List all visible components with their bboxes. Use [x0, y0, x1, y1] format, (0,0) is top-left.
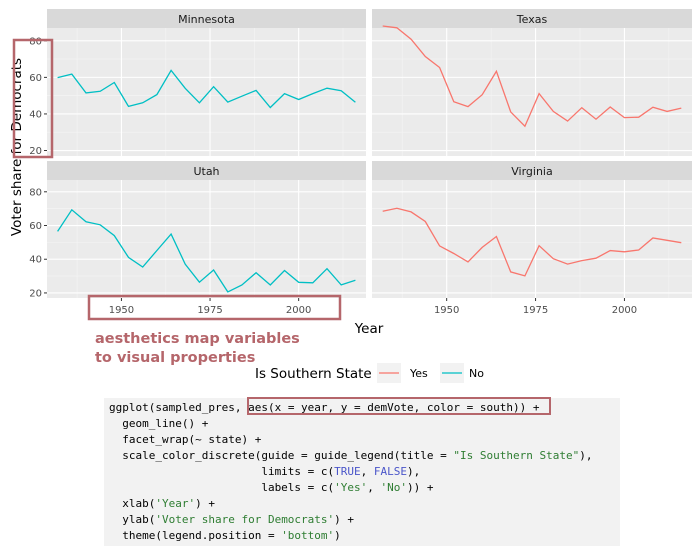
panel-background — [47, 28, 366, 156]
y-tick-label: 80 — [29, 187, 42, 198]
panel-background — [372, 180, 692, 298]
facet-panel-virginia: Virginia 1950 1975 2000 — [372, 161, 692, 316]
x-axis-highlight-box — [87, 294, 342, 321]
annotation-text: aesthetics map variables to visual prope… — [95, 330, 300, 368]
facet-strip-label: Virginia — [511, 165, 552, 178]
faceted-line-chart: Minnesota 20 40 60 80 Texas Utah 20 40 60 80 1950 19… — [9, 9, 692, 383]
code-line-8: ylab('Voter share for Democrats') + — [109, 513, 355, 526]
y-tick-label: 20 — [29, 288, 42, 299]
facet-panel-minnesota: Minnesota 20 40 60 80 — [29, 9, 366, 157]
facet-strip — [372, 161, 692, 180]
x-tick-label: 2000 — [612, 305, 637, 316]
series-line-virginia — [382, 207, 682, 277]
x-tick-label: 1975 — [197, 305, 222, 316]
legend-label-no: No — [469, 367, 484, 380]
annotation-line-2: to visual properties — [95, 350, 256, 366]
facet-panel-utah: Utah 20 40 60 80 1950 1975 2000 — [29, 161, 366, 316]
facet-panel-texas: Texas — [372, 9, 692, 156]
code-highlight-box — [247, 397, 551, 415]
y-axis-highlight-box — [12, 38, 54, 159]
legend-label-yes: Yes — [409, 367, 428, 380]
panel-background — [47, 180, 366, 298]
legend-title: Is Southern State — [255, 366, 372, 382]
x-axis-title: Year — [354, 321, 384, 337]
series-line-texas — [382, 25, 682, 128]
y-axis-title: Voter share for Democrats — [9, 58, 25, 236]
facet-strip — [372, 9, 692, 28]
panel-background — [372, 28, 692, 156]
code-line-3: facet_wrap(~ state) + — [109, 433, 262, 446]
facet-strip-label: Texas — [516, 13, 548, 26]
code-block: ggplot(sampled_pres, aes(x = year, y = d… — [104, 398, 620, 546]
y-tick-label: 40 — [29, 109, 42, 120]
x-tick-label: 1975 — [523, 305, 548, 316]
code-line-9: theme(legend.position = 'bottom') — [109, 529, 341, 542]
code-line-7: xlab('Year') + — [109, 497, 215, 510]
facet-strip-label: Minnesota — [178, 13, 235, 26]
facet-strip — [47, 161, 366, 180]
y-tick-label: 60 — [29, 73, 42, 84]
x-tick-label: 1950 — [109, 305, 134, 316]
x-tick-label: 1950 — [434, 305, 459, 316]
code-line-2: geom_line() + — [109, 417, 209, 430]
series-line-minnesota — [57, 69, 356, 109]
facet-strip — [47, 9, 366, 28]
code-line-6: labels = c('Yes', 'No')) + — [109, 481, 434, 494]
y-tick-label: 80 — [29, 36, 42, 47]
y-tick-label: 60 — [29, 221, 42, 232]
y-tick-label: 20 — [29, 146, 42, 157]
annotation-line-1: aesthetics map variables — [95, 331, 300, 347]
legend: Is Southern State Yes No — [255, 363, 484, 383]
x-tick-label: 2000 — [286, 305, 311, 316]
facet-strip-label: Utah — [193, 165, 219, 178]
code-line-1: ggplot(sampled_pres, aes(x = year, y = d… — [109, 401, 540, 414]
code-line-4: scale_color_discrete(guide = guide_legen… — [109, 449, 593, 462]
y-tick-label: 40 — [29, 255, 42, 266]
code-line-5: limits = c(TRUE, FALSE), — [109, 465, 421, 478]
series-line-utah — [57, 208, 356, 293]
